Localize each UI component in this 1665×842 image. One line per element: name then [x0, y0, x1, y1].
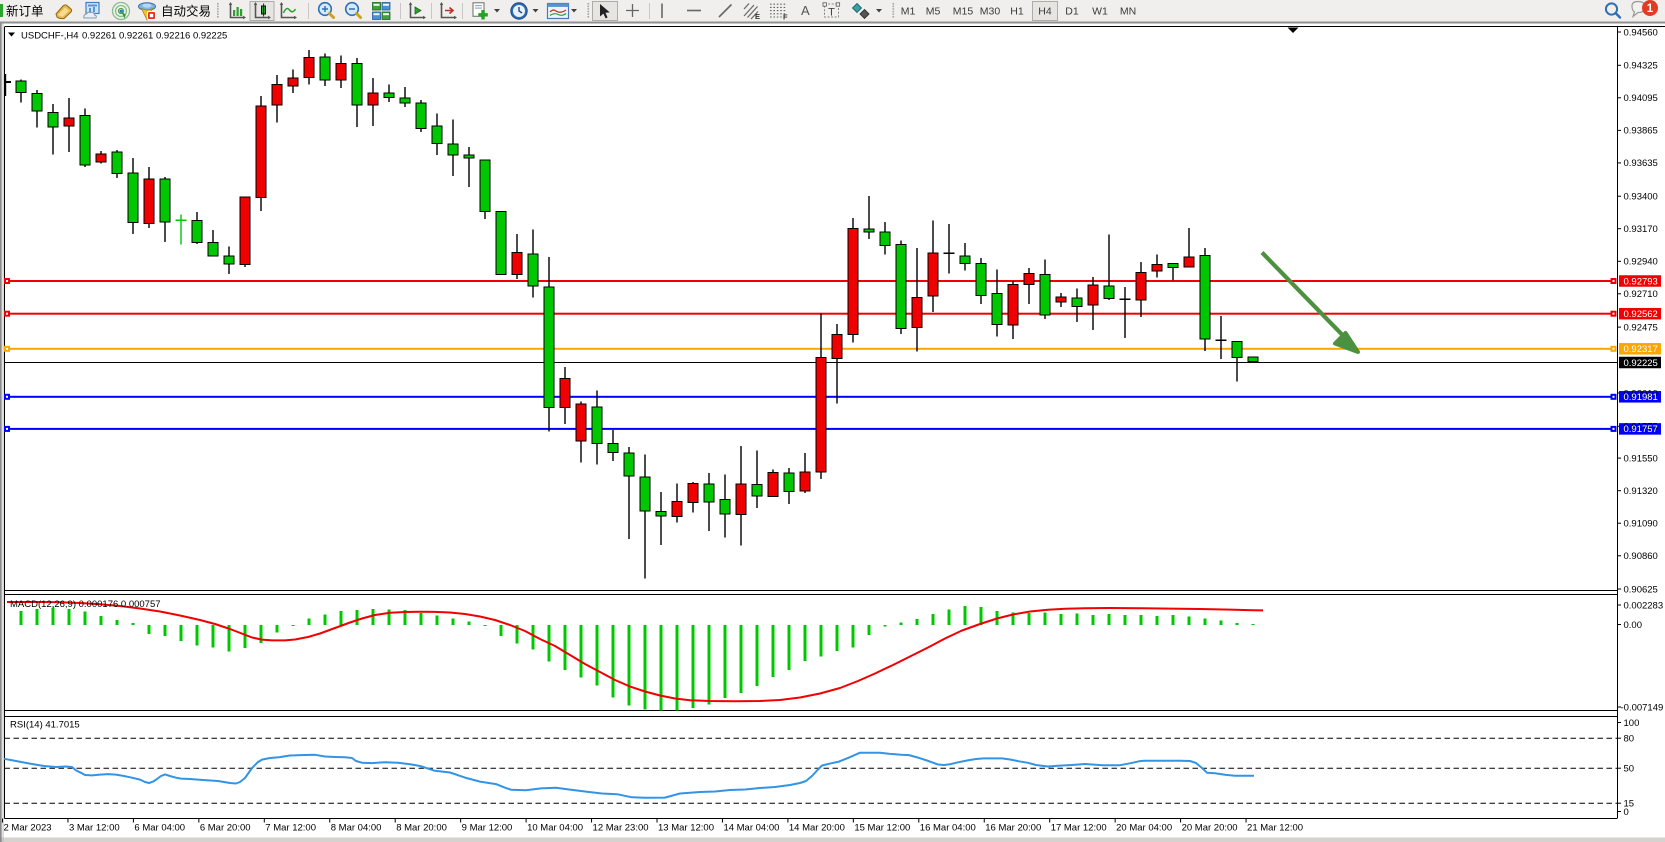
svg-text:MN: MN [1120, 6, 1136, 18]
svg-text:12 Mar 23:00: 12 Mar 23:00 [593, 823, 649, 834]
svg-text:21 Mar 12:00: 21 Mar 12:00 [1247, 823, 1303, 834]
svg-text:20 Mar 04:00: 20 Mar 04:00 [1116, 823, 1172, 834]
svg-text:0.91757: 0.91757 [1624, 424, 1658, 435]
svg-text:0.00: 0.00 [1624, 620, 1643, 631]
svg-text:15 Mar 12:00: 15 Mar 12:00 [854, 823, 910, 834]
svg-text:9 Mar 12:00: 9 Mar 12:00 [462, 823, 513, 834]
svg-text:0.91775: 0.91775 [1624, 422, 1658, 433]
svg-text:15: 15 [1624, 799, 1635, 810]
svg-text:新订单: 新订单 [6, 4, 44, 19]
svg-text:0.91320: 0.91320 [1624, 486, 1658, 497]
svg-text:0.91550: 0.91550 [1624, 453, 1658, 464]
svg-text:0.94325: 0.94325 [1624, 61, 1658, 72]
svg-text:7 Mar 12:00: 7 Mar 12:00 [265, 823, 316, 834]
svg-text:0.93400: 0.93400 [1624, 192, 1658, 203]
svg-text:14 Mar 04:00: 14 Mar 04:00 [723, 823, 779, 834]
svg-text:USDCHF-,H4: USDCHF-,H4 [21, 31, 79, 42]
svg-text:A: A [801, 3, 810, 18]
svg-text:16 Mar 04:00: 16 Mar 04:00 [920, 823, 976, 834]
svg-text:E: E [755, 12, 760, 21]
svg-text:0.92562: 0.92562 [1624, 309, 1658, 320]
svg-text:6 Mar 20:00: 6 Mar 20:00 [200, 823, 251, 834]
svg-text:0.90625: 0.90625 [1624, 584, 1658, 595]
svg-text:0.92261 0.92261 0.92216 0.9222: 0.92261 0.92261 0.92216 0.92225 [82, 31, 227, 42]
svg-text:0.91981: 0.91981 [1624, 392, 1658, 403]
svg-text:M30: M30 [980, 6, 1001, 18]
svg-text:16 Mar 20:00: 16 Mar 20:00 [985, 823, 1041, 834]
svg-text:RSI(14) 41.7015: RSI(14) 41.7015 [10, 720, 80, 731]
svg-text:14 Mar 20:00: 14 Mar 20:00 [789, 823, 845, 834]
svg-text:0.91090: 0.91090 [1624, 519, 1658, 530]
svg-text:2 Mar 2023: 2 Mar 2023 [4, 823, 52, 834]
svg-text:0: 0 [1624, 807, 1629, 818]
svg-text:0.92710: 0.92710 [1624, 289, 1658, 300]
svg-text:20 Mar 20:00: 20 Mar 20:00 [1182, 823, 1238, 834]
svg-text:10 Mar 04:00: 10 Mar 04:00 [527, 823, 583, 834]
svg-text:0.90860: 0.90860 [1624, 551, 1658, 562]
svg-text:H1: H1 [1010, 6, 1024, 18]
svg-text:0.93635: 0.93635 [1624, 158, 1658, 169]
svg-text:0.92010: 0.92010 [1624, 388, 1658, 399]
svg-text:M5: M5 [926, 6, 941, 18]
svg-text:D1: D1 [1065, 6, 1079, 18]
svg-text:0.92940: 0.92940 [1624, 257, 1658, 268]
svg-text:13 Mar 12:00: 13 Mar 12:00 [658, 823, 714, 834]
svg-text:6 Mar 04:00: 6 Mar 04:00 [134, 823, 185, 834]
svg-text:1: 1 [1647, 3, 1654, 15]
svg-text:80: 80 [1624, 734, 1635, 745]
svg-text:0.94560: 0.94560 [1624, 27, 1658, 38]
svg-text:M15: M15 [953, 6, 974, 18]
svg-text:0.002283: 0.002283 [1624, 600, 1664, 611]
svg-text:MACD(12,26,9) 0.000176 0.00075: MACD(12,26,9) 0.000176 0.000757 [10, 599, 161, 610]
svg-text:H4: H4 [1038, 6, 1052, 18]
svg-text:M1: M1 [901, 6, 916, 18]
svg-text:W1: W1 [1092, 6, 1108, 18]
svg-text:100: 100 [1624, 718, 1640, 729]
svg-text:0.92225: 0.92225 [1624, 358, 1658, 369]
svg-text:F: F [783, 13, 788, 22]
svg-text:0.93170: 0.93170 [1624, 224, 1658, 235]
svg-text:8 Mar 04:00: 8 Mar 04:00 [331, 823, 382, 834]
svg-text:0.92793: 0.92793 [1624, 276, 1658, 287]
svg-text:0.93865: 0.93865 [1624, 126, 1658, 137]
svg-text:17 Mar 12:00: 17 Mar 12:00 [1051, 823, 1107, 834]
svg-text:50: 50 [1624, 764, 1635, 775]
svg-text:0.94095: 0.94095 [1624, 93, 1658, 104]
svg-text:自动交易: 自动交易 [161, 4, 211, 19]
svg-text:-0.007149: -0.007149 [1621, 702, 1664, 713]
svg-text:0.92317: 0.92317 [1624, 344, 1658, 355]
svg-text:3 Mar 12:00: 3 Mar 12:00 [69, 823, 120, 834]
svg-text:8 Mar 20:00: 8 Mar 20:00 [396, 823, 447, 834]
svg-text:0.92475: 0.92475 [1624, 322, 1658, 333]
svg-text:T: T [828, 7, 835, 19]
